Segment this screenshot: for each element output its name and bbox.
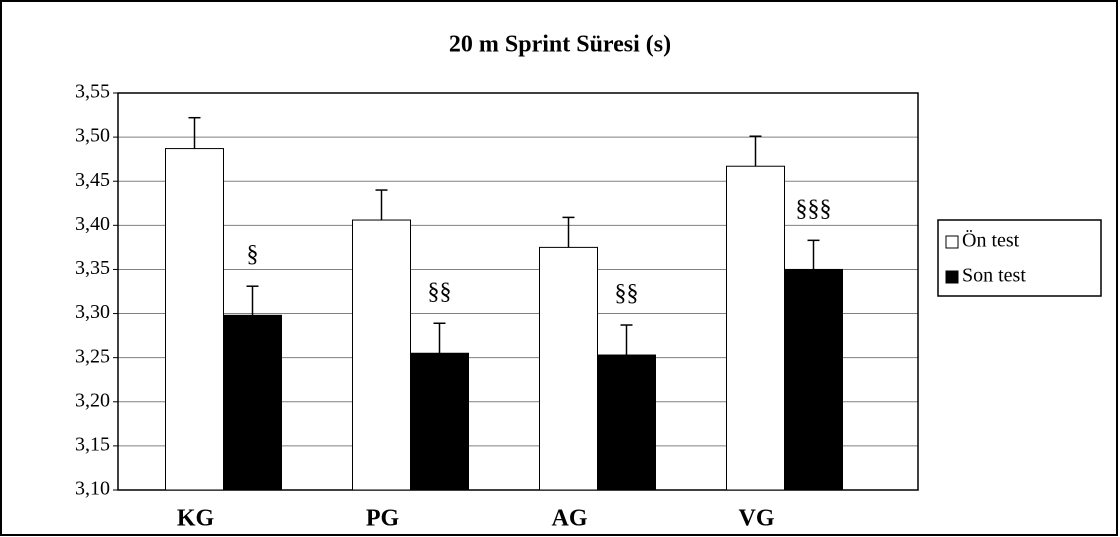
legend-swatch: [945, 270, 959, 284]
annotation: §§: [428, 279, 452, 305]
x-tick-label: PG: [366, 506, 400, 532]
x-tick-label: VG: [739, 506, 775, 532]
legend-swatch: [945, 235, 959, 249]
annotation: §§: [615, 281, 639, 307]
x-tick-label: KG: [177, 506, 215, 532]
y-tick-label: 3,45: [75, 169, 110, 191]
bar: [165, 148, 224, 491]
x-tick-label: AG: [552, 506, 588, 532]
bar: [784, 268, 843, 491]
y-tick-label: 3,20: [75, 389, 110, 411]
bar: [539, 246, 598, 491]
annotation: §: [247, 242, 259, 268]
bar: [410, 352, 469, 491]
bar: [223, 314, 282, 491]
y-tick-label: 3,15: [75, 433, 110, 455]
y-tick-label: 3,30: [75, 301, 110, 323]
y-tick-label: 3,35: [75, 257, 110, 279]
y-tick-label: 3,50: [75, 125, 110, 147]
legend-box: [937, 219, 1102, 297]
bar: [352, 219, 411, 491]
annotation: §§§: [796, 196, 832, 222]
bar: [597, 354, 656, 491]
legend-label: Ön test: [962, 229, 1020, 252]
legend-label: Son test: [962, 265, 1026, 287]
plot-frame: [117, 92, 919, 491]
y-tick-label: 3,40: [75, 213, 110, 235]
y-tick-label: 3,55: [75, 81, 110, 103]
y-tick-label: 3,25: [75, 345, 110, 367]
y-tick-label: 3,10: [75, 478, 110, 500]
bar: [726, 165, 785, 491]
chart-title: 20 m Sprint Süresi (s): [449, 32, 671, 58]
